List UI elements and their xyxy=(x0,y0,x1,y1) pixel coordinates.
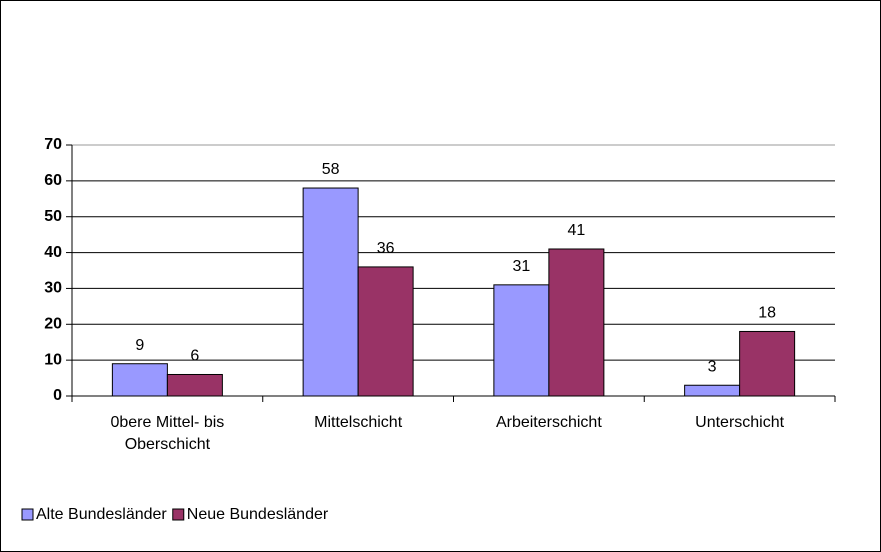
bar xyxy=(739,330,796,397)
y-tick-label: 30 xyxy=(44,280,62,297)
legend-swatch xyxy=(172,508,185,521)
y-tick-label: 60 xyxy=(44,172,62,189)
bar xyxy=(357,266,414,397)
data-label: 18 xyxy=(758,305,776,322)
bar xyxy=(302,187,359,397)
y-tick-label: 40 xyxy=(44,244,62,261)
y-tick-label: 50 xyxy=(44,208,62,225)
y-tick-label: 10 xyxy=(44,351,62,368)
data-label: 41 xyxy=(567,222,585,239)
bar xyxy=(493,284,550,397)
x-tick-label: Mittelschicht xyxy=(314,414,403,431)
data-label: 58 xyxy=(322,161,340,178)
data-label: 31 xyxy=(512,258,530,275)
x-tick-label: Unterschicht xyxy=(695,414,785,431)
legend-swatch xyxy=(21,508,34,521)
x-tick-label: Arbeiterschicht xyxy=(495,414,602,431)
bar xyxy=(548,248,605,397)
data-label: 36 xyxy=(377,240,395,257)
legend-label: Neue Bundesländer xyxy=(187,506,329,523)
data-label: 6 xyxy=(190,348,199,365)
data-label: 9 xyxy=(135,337,144,354)
bar xyxy=(111,363,168,397)
legend-label: Alte Bundesländer xyxy=(36,506,167,523)
data-label: 3 xyxy=(708,358,717,375)
bar xyxy=(166,373,223,397)
x-tick-label: 0bere Mittel- bis Oberschicht xyxy=(110,414,225,453)
y-tick-label: 0 xyxy=(53,387,62,404)
bar xyxy=(684,384,741,397)
y-tick-label: 70 xyxy=(44,136,62,153)
y-tick-label: 20 xyxy=(44,316,62,333)
